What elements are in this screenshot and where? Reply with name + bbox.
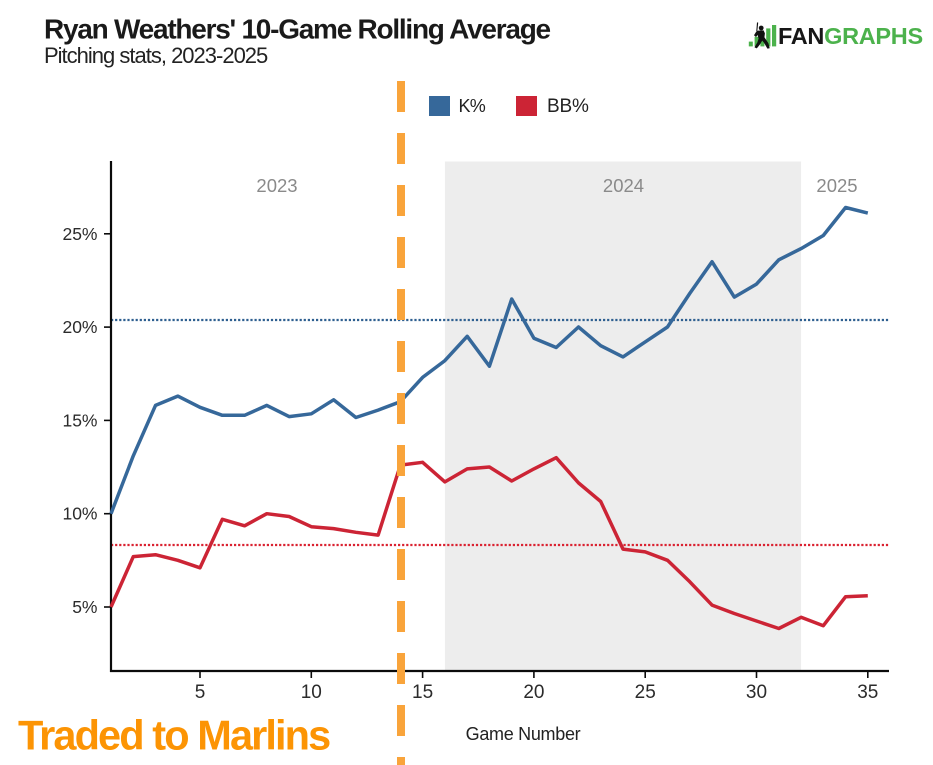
- svg-text:Traded to Marlins: Traded to Marlins: [18, 712, 330, 759]
- svg-text:5%: 5%: [72, 597, 97, 617]
- svg-text:Ryan Weathers' 10-Game Rolling: Ryan Weathers' 10-Game Rolling Average: [44, 14, 551, 45]
- svg-text:2023: 2023: [256, 175, 297, 196]
- svg-text:2025: 2025: [816, 175, 857, 196]
- svg-text:15%: 15%: [62, 410, 97, 430]
- svg-text:FANGRAPHS: FANGRAPHS: [778, 23, 923, 49]
- svg-text:25%: 25%: [62, 224, 97, 244]
- svg-text:10%: 10%: [62, 504, 97, 524]
- svg-text:15: 15: [412, 682, 433, 703]
- svg-text:Pitching stats, 2023-2025: Pitching stats, 2023-2025: [44, 43, 268, 68]
- svg-text:20%: 20%: [62, 317, 97, 337]
- svg-text:2024: 2024: [603, 175, 644, 196]
- svg-text:K%: K%: [459, 96, 486, 116]
- svg-text:25: 25: [635, 682, 656, 703]
- svg-text:Game Number: Game Number: [466, 724, 581, 744]
- svg-text:20: 20: [523, 682, 544, 703]
- svg-text:30: 30: [746, 682, 767, 703]
- svg-text:5: 5: [195, 682, 206, 703]
- svg-text:10: 10: [301, 682, 322, 703]
- svg-text:BB%: BB%: [547, 96, 589, 117]
- svg-text:35: 35: [857, 682, 878, 703]
